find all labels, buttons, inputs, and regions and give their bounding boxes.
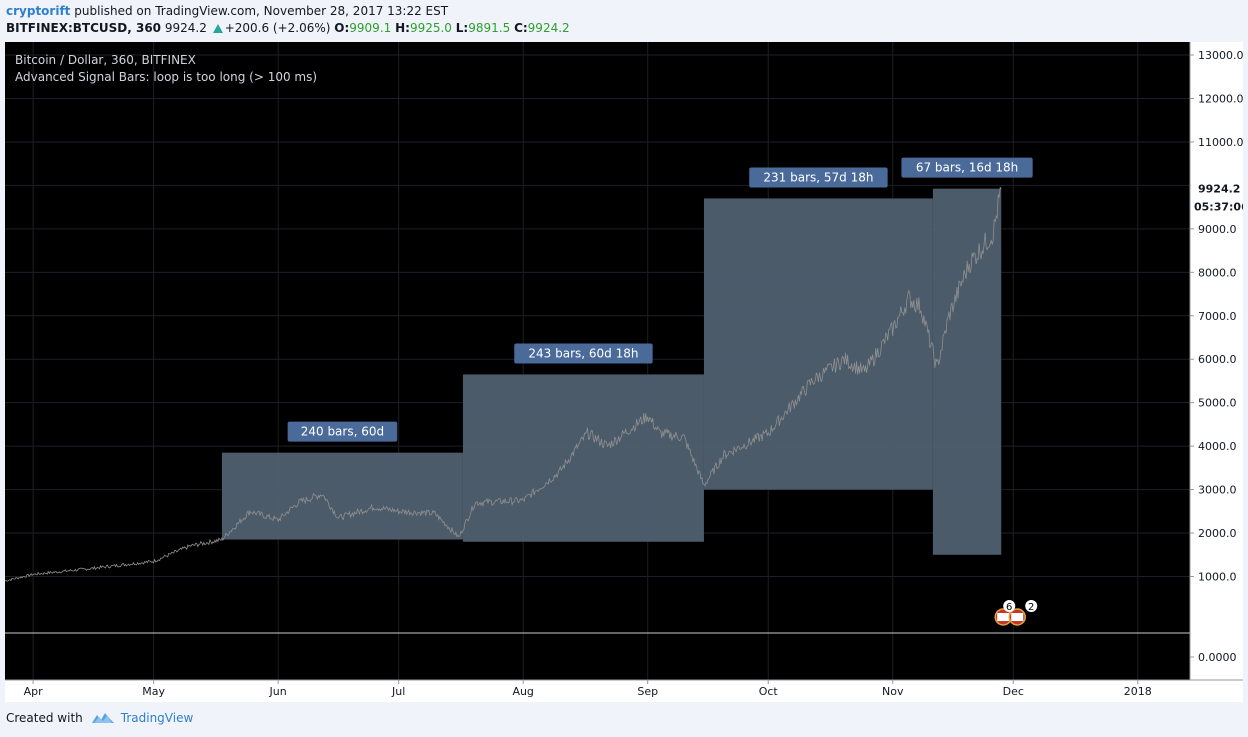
close-value: 9924.2 [527,21,570,35]
publish-info: cryptorift published on TradingView.com,… [6,4,448,18]
price-line [5,186,1002,582]
price-change: +200.6 (+2.06%) [224,21,331,35]
range-box [703,198,933,490]
range-label: 243 bars, 60d 18h [514,343,653,364]
price-tick-label: 5000.0 [1198,397,1237,410]
range-label: 231 bars, 57d 18h [749,167,888,188]
time-tick-label: Jun [269,685,287,698]
range-label-text: 240 bars, 60d [301,425,384,439]
high-value: 9925.0 [409,21,452,35]
range-box [462,374,704,542]
price-tick-label: 7000.0 [1198,310,1237,323]
range-label-text: 67 bars, 16d 18h [916,161,1018,175]
price-tick-label: 3000.0 [1198,484,1237,497]
range-label-text: 243 bars, 60d 18h [528,346,638,360]
time-tick-label: Oct [759,685,779,698]
time-tick-label: May [142,685,165,698]
time-tick-label: Dec [1003,685,1024,698]
price-tick-label: 1000.0 [1198,571,1237,584]
time-tick-label: Apr [24,685,44,698]
time-tick-label: Jul [391,685,405,698]
range-label-bg [749,167,888,188]
created-with-text: Created with [6,711,83,725]
tradingview-link[interactable]: TradingView [120,711,194,725]
symbol-ohlc-bar: BITFINEX:BTCUSD, 360 9924.2 +200.6 (+2.0… [6,21,570,35]
time-tick-label: 2018 [1124,685,1152,698]
price-tick-label: 8000.0 [1198,266,1237,279]
symbol-label: BITFINEX:BTCUSD, 360 [6,21,162,35]
price-tick-label: 6000.0 [1198,353,1237,366]
time-tick-label: Aug [512,685,533,698]
price-tick-label: 11000.0 [1198,136,1243,149]
author-link[interactable]: cryptorift [6,4,71,18]
chart-area[interactable]: 240 bars, 60d 243 bars, 60d 18h 231 bars, … [5,42,1243,702]
published-text: published on TradingView.com, November 2… [74,4,449,18]
range-box [221,452,463,540]
range-label-bg [514,343,653,364]
price-tick-label: 2000.0 [1198,527,1237,540]
event-count-badge [1003,600,1016,612]
last-price: 9924.2 [164,21,207,35]
last-price-label: 9924.2 [1198,183,1240,196]
price-axis-bg [1190,42,1243,680]
footer: Created with TradingView [6,711,193,725]
range-label-text: 231 bars, 57d 18h [763,170,873,184]
low-value: 9891.5 [468,21,511,35]
countdown-label: 05:37:06 [1194,201,1243,214]
open-value: 9909.1 [349,21,392,35]
range-label: 240 bars, 60d [287,421,398,442]
range-label-bg [287,421,398,442]
up-triangle-icon [212,24,223,33]
tradingview-logo-icon [91,713,114,723]
event-count-b: 2 [1028,602,1034,613]
price-tick-label: 13000.0 [1198,49,1243,62]
chart-canvas[interactable]: 240 bars, 60d 243 bars, 60d 18h 231 bars, … [5,42,1243,702]
range-box [932,188,1002,555]
pane-title: Bitcoin / Dollar, 360, BITFINEX [15,53,196,67]
price-tick-label: 9000.0 [1198,223,1237,236]
high-label: H: [395,21,410,35]
flag-stripes [1011,613,1024,621]
time-tick-label: Sep [637,685,658,698]
time-axis-bg [5,680,1190,702]
event-count-badge [1025,600,1038,612]
event-count-a: 6 [1006,602,1012,613]
range-label: 67 bars, 16d 18h [901,157,1033,178]
indicator-axis-label: 0.0000 [1198,651,1237,664]
flag-stripes [997,613,1010,621]
range-label-bg [901,157,1033,178]
open-label: O: [334,21,350,35]
last-price-badge [1191,179,1243,214]
indicator-status: Advanced Signal Bars: loop is too long (… [15,70,318,84]
time-tick-label: Nov [882,685,904,698]
close-label: C: [514,21,528,35]
price-tick-label: 12000.0 [1198,92,1243,105]
price-tick-label: 4000.0 [1198,440,1237,453]
low-label: L: [455,21,469,35]
